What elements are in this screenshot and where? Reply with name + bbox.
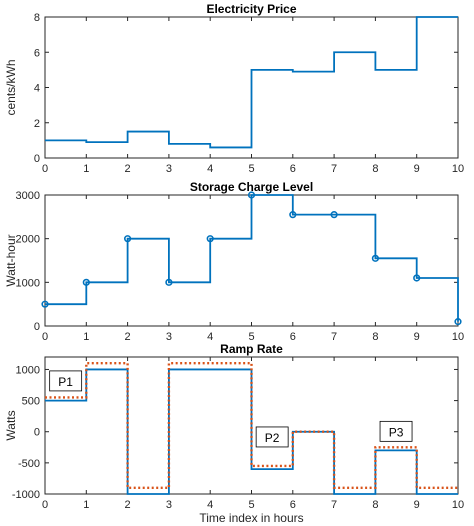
chart-3-y-tick-label: -1000 [12,489,40,501]
chart-2-title: Storage Charge Level [190,180,313,194]
chart-1-series-1-line [45,16,458,149]
chart-2-series-1-point [454,318,462,326]
chart-2-y-tick-label: 1000 [16,277,40,289]
chart-1-x-tick-label: 6 [290,163,296,175]
chart-1-y-axis-label: cents/kWh [4,59,18,115]
chart-3-x-tick-label: 10 [452,499,464,511]
chart-1-x-tick-label: 5 [248,163,254,175]
chart-2-series-1-line [45,194,459,322]
chart-1-x-tick-label: 2 [125,163,131,175]
chart-1-y-tick-label: 2 [34,118,40,130]
chart-1-x-tick-label: 4 [207,163,213,175]
chart-3-series-2-line [45,362,458,489]
chart-3-x-tick-label: 9 [414,499,420,511]
chart-2-series-1-point [82,278,90,286]
chart-1-y-tick-label: 6 [34,47,40,59]
chart-2-series-1-point [289,211,297,219]
chart-2-x-tick-label: 2 [125,331,131,343]
chart-3-annotation-box [255,426,289,448]
chart-3-x-tick-label: 7 [331,499,337,511]
chart-2-series-1-point [123,235,132,243]
chart-3-y-tick-label: 1000 [16,364,40,376]
chart-3-x-tick-label: 5 [248,499,254,511]
chart-2-x-tick-label: 10 [452,331,464,343]
chart-2-y-tick-label: 3000 [16,190,40,202]
chart-1-y-tick-label: 8 [34,12,40,24]
chart-3-title: Ramp Rate [220,342,283,356]
chart-2-series-1-point [330,211,338,219]
chart-2-x-tick-label: 1 [83,331,89,343]
chart-3-x-tick-label: 0 [42,499,48,511]
chart-2-x-tick-label: 6 [290,331,296,343]
chart-3-y-tick-label: 500 [22,396,40,408]
chart-3-x-tick-label: 3 [166,499,172,511]
chart-3-x-tick-label: 4 [207,499,213,511]
chart-2-series-1-point [165,278,173,286]
chart-2-x-tick-label: 7 [331,331,337,343]
chart-3-y-axis-label: Watts [4,410,18,440]
chart-2-series-1-point [41,300,49,308]
chart-1-x-tick-label: 0 [42,163,48,175]
chart-2-series-1-point [206,235,214,243]
chart-2-series-1-point [413,274,421,282]
chart-2-y-axis-label: Watt-hour [4,234,18,286]
chart-1-title: Electricity Price [206,2,296,16]
chart-1-x-tick-label: 1 [83,163,89,175]
chart-3-y-tick-label: 0 [34,427,40,439]
chart-3-x-tick-label: 8 [372,499,378,511]
chart-3-annotation-label: P3 [389,425,404,439]
chart-3-annotation-box [379,420,413,442]
chart-2-series-1-point [247,191,256,199]
chart-2-x-tick-label: 0 [42,331,48,343]
chart-2-x-tick-label: 5 [248,331,254,343]
chart-3-annotation-label: P1 [58,375,73,389]
chart-2-y-tick-label: 2000 [16,234,40,246]
chart-3-annotation-label: P2 [265,431,280,445]
chart-3-x-tick-label: 2 [125,499,131,511]
chart-3-x-axis-label: Time index in hours [199,511,303,525]
chart-2-x-tick-label: 3 [166,331,172,343]
chart-2-series-1-point [371,254,380,262]
chart-1-x-tick-label: 3 [166,163,172,175]
chart-2-y-tick-label: 0 [34,321,40,333]
chart-1-x-tick-label: 10 [452,163,464,175]
chart-1-x-tick-label: 8 [372,163,378,175]
chart-3-x-tick-label: 1 [83,499,89,511]
chart-3-y-tick-label: -500 [18,458,40,470]
chart-2-x-tick-label: 8 [372,331,378,343]
chart-1-x-tick-label: 9 [414,163,420,175]
chart-2-x-tick-label: 4 [207,331,213,343]
chart-1-x-tick-label: 7 [331,163,337,175]
chart-1-y-tick-label: 0 [34,153,40,165]
chart-3-annotation-box [49,370,83,392]
chart-1-y-tick-label: 4 [34,83,40,95]
chart-2-x-tick-label: 9 [414,331,420,343]
chart-3-x-tick-label: 6 [290,499,296,511]
